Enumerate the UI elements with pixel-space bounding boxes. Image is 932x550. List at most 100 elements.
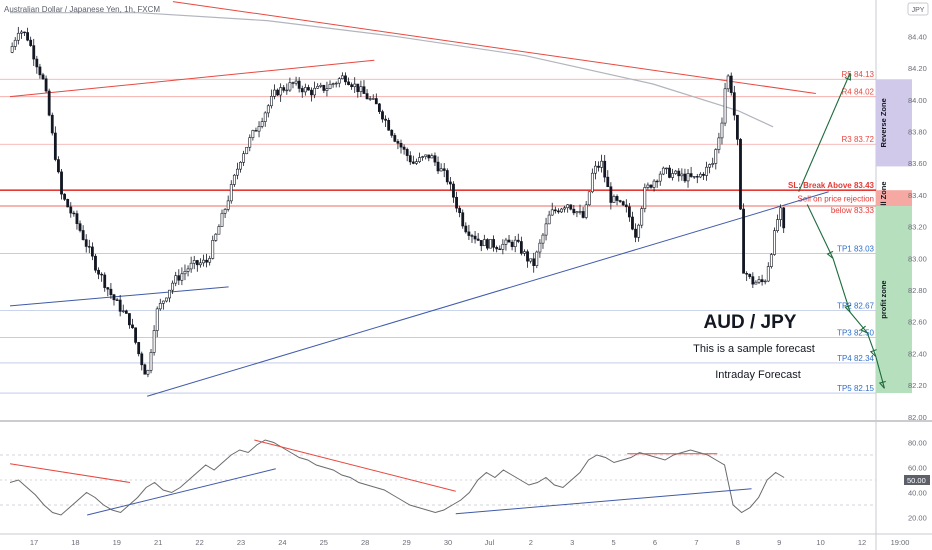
candle-body-227 [711,163,715,165]
level-label-10: TP5 82.15 [837,384,874,393]
candle-body-238 [745,273,749,275]
candle-body-151 [476,238,480,241]
time-tick-20: 12 [858,538,866,547]
candle-body-78 [251,130,255,138]
candle-body-34 [115,299,119,301]
forecast-segment-3 [832,258,851,313]
forecast-segment-2 [806,204,834,259]
time-tick-6: 24 [278,538,286,547]
candle-body-174 [547,214,551,225]
candle-body-164 [516,239,520,242]
candle-body-61 [199,262,202,266]
candle-body-129 [408,155,412,163]
candle-body-230 [720,122,724,139]
rsi-pane [0,439,876,516]
time-tick-7: 25 [320,538,328,547]
candle-body-98 [313,87,316,96]
candle-body-66 [214,233,218,241]
price-tick-7: 83.00 [908,254,927,263]
candle-body-83 [266,105,270,114]
reverse-zone-label: Reverse Zone [879,98,888,147]
candle-body-73 [236,168,239,176]
level-label-3: SL: Break Above 83.43 [788,181,875,190]
price-tick-2: 84.00 [908,96,927,105]
candle-body-58 [189,262,193,270]
currency-badge[interactable] [907,2,929,16]
candle-body-244 [763,280,767,283]
candle-body-240 [751,276,755,285]
candle-body-241 [754,281,758,285]
candle-body-176 [553,209,557,212]
candle-body-38 [128,313,131,326]
time-tick-2: 19 [113,538,121,547]
candle-body-39 [131,324,134,329]
candle-body-153 [482,239,486,247]
rsi-resistance-1 [254,439,456,492]
candle-body-90 [288,82,292,91]
candle-body-135 [427,154,431,159]
candle-body-96 [307,87,310,91]
candle-body-60 [195,260,199,266]
candle-body-37 [124,310,128,314]
candle-body-245 [766,266,770,282]
price-tick-8: 82.80 [908,286,927,295]
candle-body-146 [461,212,465,227]
candle-body-195 [612,196,616,203]
candle-body-157 [495,247,499,250]
candle-body-106 [337,78,341,84]
level-label-5: below 83.33 [831,206,875,215]
level-label-2: R3 83.72 [842,135,875,144]
candle-body-57 [186,268,190,272]
level-label-1: R4 84.02 [842,88,875,97]
candle-body-199 [624,204,628,208]
candle-body-42 [140,353,144,366]
candle-body-112 [356,83,360,92]
candle-body-123 [390,129,394,136]
rsi-current-badge [904,475,930,485]
candle-body-68 [220,212,224,227]
candle-body-156 [492,239,495,248]
candle-body-111 [353,83,357,88]
candle-body-170 [535,251,539,266]
price-tick-9: 82.60 [908,318,927,327]
candle-body-140 [442,168,446,171]
candle-body-210 [658,173,662,182]
candle-body-77 [248,137,252,148]
candle-body-194 [609,186,613,203]
candle-body-11 [44,78,48,92]
candle-body-215 [674,170,678,174]
candle-body-200 [627,206,631,218]
candle-body-124 [393,135,397,142]
candle-body-9 [38,66,42,76]
candle-body-27 [94,255,97,271]
candle-body-236 [739,139,742,210]
time-tick-4: 22 [195,538,203,547]
candle-body-160 [504,239,508,245]
candle-body-152 [479,240,483,247]
candle-body-79 [254,130,258,132]
candle-body-192 [603,160,607,178]
candle-body-92 [294,80,298,84]
candle-body-101 [322,84,326,91]
candle-body-249 [779,207,783,220]
candle-body-139 [439,168,443,172]
candle-body-10 [41,74,45,80]
rsi-tick-0: 80.00 [908,439,927,448]
candle-body-149 [470,235,474,237]
candle-body-190 [597,165,600,168]
candle-body-166 [523,251,526,254]
candle-body-212 [665,167,668,170]
candle-body-206 [646,184,650,188]
candle-body-243 [760,279,764,282]
candle-body-17 [63,193,67,200]
candle-body-109 [347,81,350,85]
candle-body-94 [300,88,304,93]
sample-label: This is a sample forecast [693,343,815,355]
candle-body-142 [448,181,452,185]
candle-body-28 [97,269,100,275]
candle-body-134 [424,154,428,157]
chart-title: Australian Dollar / Japanese Yen, 1h, FX… [4,5,160,14]
candle-body-50 [165,297,168,302]
level-label-9: TP4 82.34 [837,354,874,363]
